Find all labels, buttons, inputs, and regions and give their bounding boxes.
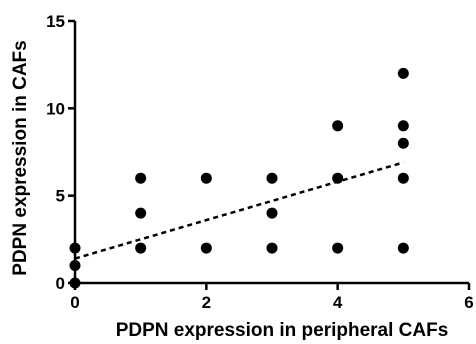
x-tick-label: 4 <box>333 293 343 312</box>
data-point <box>69 277 81 289</box>
data-point <box>200 242 212 254</box>
data-point <box>332 120 344 132</box>
trend-line <box>74 161 404 260</box>
data-point <box>266 242 278 254</box>
data-point <box>266 207 278 219</box>
data-point <box>332 242 344 254</box>
data-point <box>397 120 409 132</box>
data-point <box>135 172 147 184</box>
axes <box>73 21 469 285</box>
y-tick-label: 15 <box>46 12 65 31</box>
data-point <box>397 242 409 254</box>
data-point <box>135 207 147 219</box>
x-tick-label: 2 <box>202 293 211 312</box>
data-point <box>397 67 409 79</box>
data-point <box>332 172 344 184</box>
x-tick-label: 0 <box>70 293 79 312</box>
data-point <box>69 260 81 272</box>
y-tick-label: 5 <box>56 187 65 206</box>
x-axis-title: PDPN expression in peripheral CAFs <box>116 320 449 341</box>
data-point <box>69 242 81 254</box>
y-axis-title: PDPN expression in CAFs <box>10 40 31 275</box>
data-points <box>69 67 409 289</box>
y-ticks: 0 5 10 15 <box>46 12 75 293</box>
y-tick-label: 0 <box>56 274 65 293</box>
data-point <box>200 172 212 184</box>
data-point <box>397 137 409 149</box>
data-point <box>266 172 278 184</box>
x-ticks: 0 2 4 6 <box>70 283 474 312</box>
y-tick-label: 10 <box>46 99 65 118</box>
data-point <box>135 242 147 254</box>
data-point <box>397 172 409 184</box>
x-tick-label: 6 <box>464 293 473 312</box>
